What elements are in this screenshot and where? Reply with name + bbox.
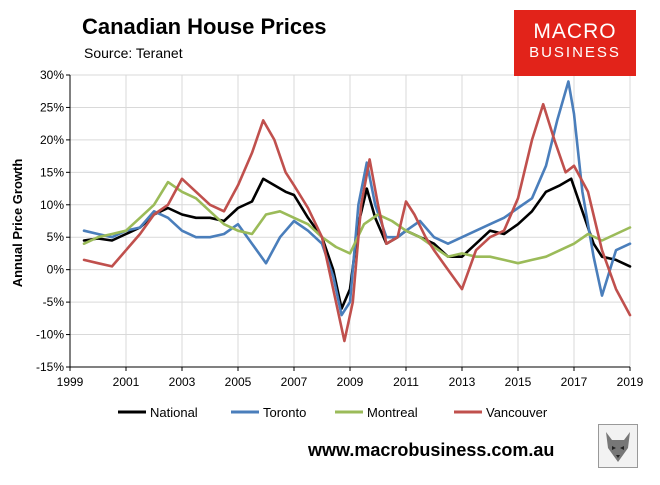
x-tick-label: 2003 bbox=[169, 375, 196, 389]
x-tick-label: 2011 bbox=[393, 375, 419, 389]
y-tick-label: 0% bbox=[47, 263, 65, 277]
chart-series bbox=[82, 80, 632, 343]
y-axis-ticks: -15% -10% -5% 0% 5% 10% 15% 20% 25% 30% bbox=[36, 68, 71, 374]
logo-line-1: MACRO bbox=[533, 20, 617, 43]
wolf-emblem-icon bbox=[598, 424, 638, 468]
legend-label-montreal: Montreal bbox=[367, 405, 418, 420]
x-tick-label: 2015 bbox=[505, 375, 532, 389]
y-tick-label: 30% bbox=[40, 68, 64, 82]
series-line-vancouver bbox=[82, 102, 632, 343]
y-tick-label: 20% bbox=[40, 133, 64, 147]
x-tick-label: 2007 bbox=[281, 375, 308, 389]
x-tick-label: 2009 bbox=[337, 375, 364, 389]
website-url: www.macrobusiness.com.au bbox=[308, 440, 555, 460]
x-tick-label: 2019 bbox=[617, 375, 644, 389]
legend-label-vancouver: Vancouver bbox=[486, 405, 548, 420]
x-tick-label: 2001 bbox=[113, 375, 140, 389]
chart-title: Canadian House Prices bbox=[82, 14, 327, 39]
macro-business-logo: MACRO BUSINESS bbox=[514, 10, 636, 76]
y-tick-label: -15% bbox=[36, 360, 64, 374]
chart-legend: National Toronto Montreal Vancouver bbox=[118, 405, 548, 420]
y-axis-label: Annual Price Growth bbox=[10, 159, 25, 288]
x-tick-label: 1999 bbox=[57, 375, 84, 389]
x-tick-label: 2017 bbox=[561, 375, 588, 389]
chart-subtitle: Source: Teranet bbox=[84, 45, 183, 61]
y-tick-label: 25% bbox=[40, 100, 64, 114]
logo-line-2: BUSINESS bbox=[529, 44, 621, 61]
x-tick-label: 2005 bbox=[225, 375, 252, 389]
y-tick-label: -10% bbox=[36, 328, 64, 342]
legend-label-toronto: Toronto bbox=[263, 405, 306, 420]
x-axis-ticks: 1999 2001 2003 2005 2007 2009 2011 2013 2015 2017… bbox=[57, 366, 644, 389]
y-tick-label: 15% bbox=[40, 165, 64, 179]
y-tick-label: 5% bbox=[47, 230, 65, 244]
y-tick-label: -5% bbox=[43, 295, 65, 309]
legend-label-national: National bbox=[150, 405, 198, 420]
chart-gridlines bbox=[69, 74, 631, 368]
y-tick-label: 10% bbox=[40, 198, 64, 212]
x-tick-label: 2013 bbox=[449, 375, 476, 389]
